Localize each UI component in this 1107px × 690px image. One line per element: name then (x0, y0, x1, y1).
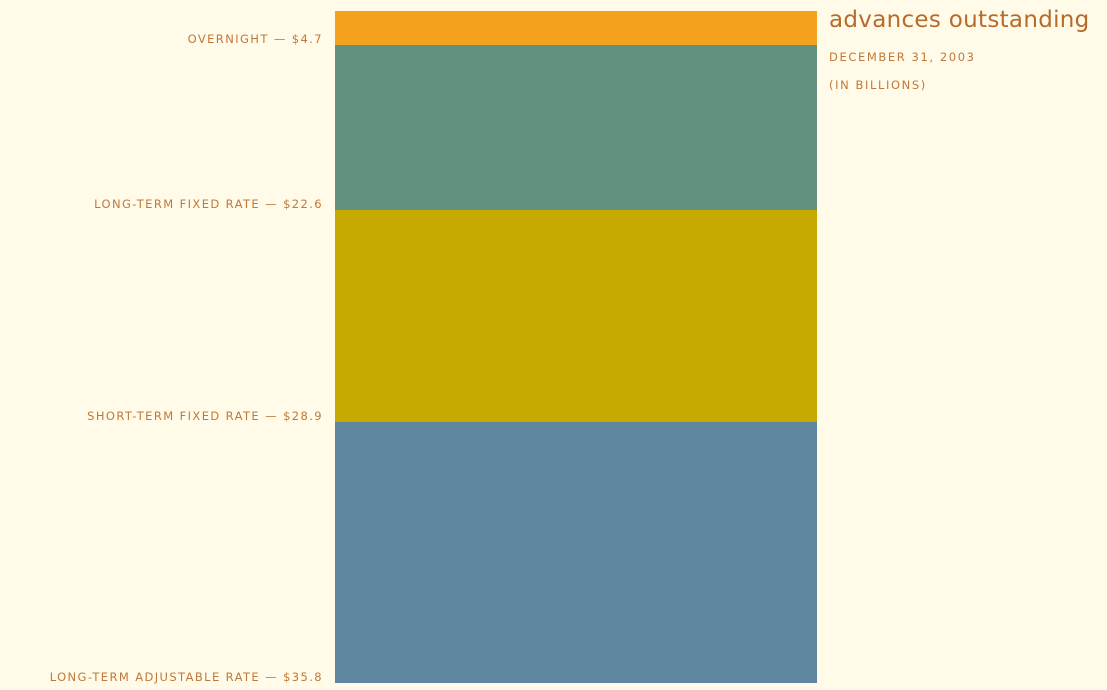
chart-title: advances outstanding (829, 7, 1090, 33)
units-note: (IN BILLIONS) (829, 78, 927, 92)
stacked-bar (335, 11, 817, 684)
bar-segment-overnight (335, 11, 817, 46)
segment-label-short-term-fixed-rate: SHORT-TERM FIXED RATE — $28.9 (87, 408, 323, 423)
bar-segment-short-term-fixed-rate (335, 210, 817, 422)
bar-segment-long-term-fixed-rate (335, 45, 817, 211)
bar-segment-long-term-adjustable-rate (335, 421, 817, 684)
segment-label-overnight: OVERNIGHT — $4.7 (187, 32, 323, 47)
segment-label-long-term-adjustable-rate: LONG-TERM ADJUSTABLE RATE — $35.8 (49, 670, 323, 684)
chart-subtitle: DECEMBER 31, 2003 (829, 50, 976, 64)
segment-label-long-term-fixed-rate: LONG-TERM FIXED RATE — $22.6 (94, 197, 323, 212)
